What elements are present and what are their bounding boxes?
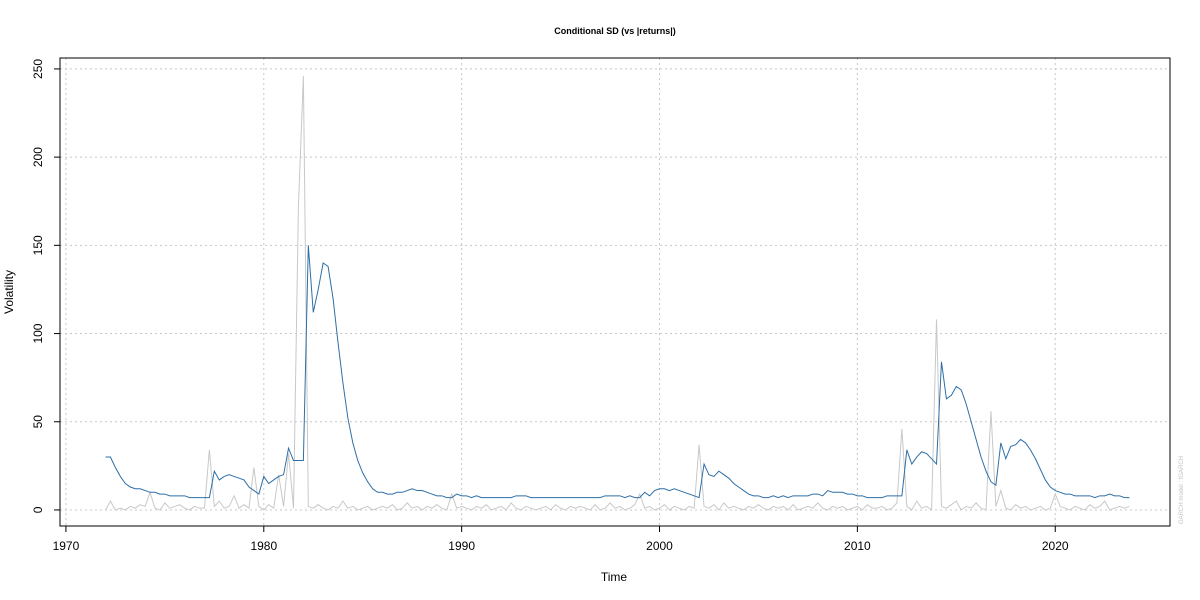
side-note: GARCH model : fGARCH	[1179, 456, 1185, 524]
x-tick-label: 1970	[53, 539, 80, 553]
x-tick-label: 2010	[844, 539, 871, 553]
chart-title: Conditional SD (vs |returns|)	[554, 26, 676, 36]
y-tick-label: 150	[31, 235, 45, 255]
series-line	[105, 75, 1130, 511]
y-axis-label: Volatility	[2, 270, 16, 314]
x-tick-label: 2000	[646, 539, 673, 553]
plot-frame	[59, 57, 1171, 527]
x-tick-label: 1990	[448, 539, 475, 553]
y-tick-label: 50	[31, 415, 45, 429]
y-tick-label: 200	[31, 147, 45, 167]
y-tick-label: 0	[31, 506, 45, 513]
x-tick-label: 2020	[1042, 539, 1069, 553]
y-tick-label: 100	[31, 323, 45, 343]
series-line	[105, 245, 1130, 499]
x-axis-label: Time	[601, 570, 628, 584]
y-tick-label: 250	[31, 59, 45, 79]
x-tick-label: 1980	[250, 539, 277, 553]
